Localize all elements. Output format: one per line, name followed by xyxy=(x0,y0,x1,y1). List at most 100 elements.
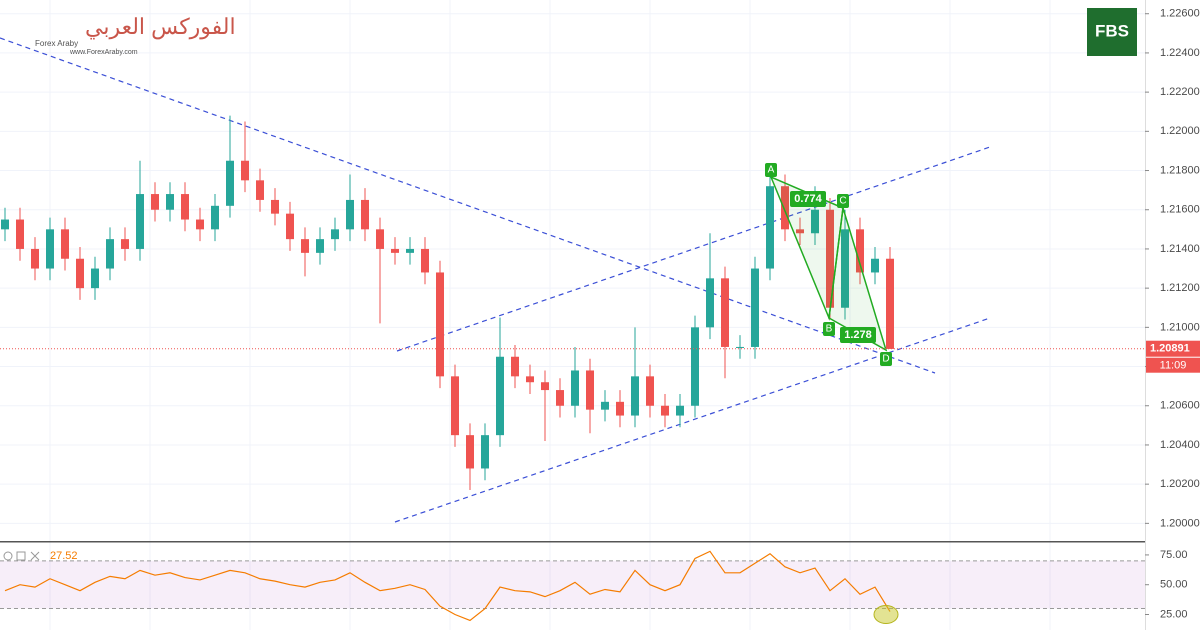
y-tick-label: 1.21200 xyxy=(1160,282,1200,294)
candle-body xyxy=(181,194,189,220)
candle-body xyxy=(856,229,864,273)
countdown: 11:09 xyxy=(1160,360,1187,372)
candle-body xyxy=(661,405,669,416)
candle-body xyxy=(526,376,534,383)
countdown-box xyxy=(1146,357,1200,373)
candle-body xyxy=(691,327,699,406)
y-tick-label: 1.20400 xyxy=(1160,439,1200,451)
candle-body xyxy=(751,268,759,347)
candle-body xyxy=(451,376,459,436)
candle-body xyxy=(676,405,684,416)
y-tick-label: 1.22000 xyxy=(1160,125,1200,137)
rsi-tick-label: 50.00 xyxy=(1160,579,1188,591)
y-tick-label: 1.21800 xyxy=(1160,164,1200,176)
icon xyxy=(16,551,26,561)
candle-body xyxy=(541,382,549,391)
candle-body xyxy=(481,435,489,469)
candle-body xyxy=(121,239,129,249)
candle-body xyxy=(736,346,744,348)
logo-box xyxy=(1087,8,1137,56)
y-tick-label: 1.21000 xyxy=(1160,321,1200,333)
candle-body xyxy=(766,186,774,269)
pattern-ratio-box xyxy=(840,327,876,343)
trend-lines xyxy=(0,37,991,523)
trend-line xyxy=(396,146,991,352)
candle-body xyxy=(466,435,474,469)
candle-body xyxy=(1,219,9,230)
candle-body xyxy=(406,248,414,253)
last-price-label: 1.20891 xyxy=(1150,343,1190,355)
candle-body xyxy=(226,160,234,206)
candle-body xyxy=(781,186,789,230)
pattern-point: C xyxy=(839,196,846,207)
candle-body xyxy=(241,160,249,181)
watermark: الفوركس العربي Forex Araby www.ForexArab… xyxy=(35,14,236,56)
candle-body xyxy=(31,248,39,269)
candle-body xyxy=(631,376,639,416)
candle-body xyxy=(436,272,444,377)
candle-body xyxy=(271,199,279,214)
last-price-box xyxy=(1146,340,1200,357)
pattern-ratio: 0.774 xyxy=(794,193,822,205)
candle-body xyxy=(211,205,219,230)
candle-body xyxy=(796,229,804,234)
pattern-point: A xyxy=(768,165,775,176)
pattern-point-box xyxy=(837,194,849,208)
y-tick-label: 1.21600 xyxy=(1160,204,1200,216)
candle-body xyxy=(811,209,819,234)
candle-body xyxy=(61,229,69,259)
candle-body xyxy=(16,219,24,249)
candle-body xyxy=(391,248,399,253)
watermark-arabic: الفوركس العربي xyxy=(85,14,236,40)
candle-body xyxy=(196,219,204,230)
pattern-point: B xyxy=(826,324,833,335)
icon xyxy=(30,551,40,561)
rsi-pane: 27.52 xyxy=(0,550,1145,625)
candle-body xyxy=(421,248,429,273)
trend-line xyxy=(0,37,936,374)
candle-body xyxy=(316,239,324,253)
candle-body xyxy=(826,209,834,308)
pattern-point-box xyxy=(880,352,892,366)
y-tick-label: 1.20200 xyxy=(1160,478,1200,490)
pattern-point-box xyxy=(765,163,777,177)
candle-body xyxy=(286,213,294,240)
candle-body xyxy=(871,258,879,273)
candle-body xyxy=(136,194,144,249)
rsi-highlight xyxy=(873,605,899,625)
candle-body xyxy=(706,278,714,328)
watermark-brand: Forex Araby xyxy=(35,39,78,48)
y-tick-label: 1.20600 xyxy=(1160,400,1200,412)
candle-body xyxy=(571,370,579,406)
candle-body xyxy=(646,376,654,406)
candle-body xyxy=(841,229,849,308)
pane-separator xyxy=(0,541,1145,543)
pattern-ratio-box xyxy=(790,191,826,207)
candle-body xyxy=(721,278,729,347)
pattern-point: D xyxy=(882,354,889,365)
candle-body xyxy=(256,180,264,200)
candle-body xyxy=(46,229,54,269)
candle-body xyxy=(106,239,114,269)
candle-body xyxy=(586,370,594,410)
candle-body xyxy=(301,239,309,253)
rsi-value: 27.52 xyxy=(50,550,78,562)
pattern-labels: A B C D 0.774 1.278 xyxy=(765,163,892,366)
trend-line xyxy=(394,317,991,523)
candle-body xyxy=(511,356,519,377)
pane-icons xyxy=(3,551,40,561)
candle-body xyxy=(601,401,609,410)
price-axis: 1.200001.202001.204001.206001.208001.210… xyxy=(1145,8,1200,620)
logo: FBS xyxy=(1095,21,1129,40)
pattern-ratio: 1.278 xyxy=(844,329,872,341)
rsi-tick-label: 25.00 xyxy=(1160,608,1188,620)
vertical-grid xyxy=(49,0,1051,630)
rsi-tick-label: 75.00 xyxy=(1160,549,1188,561)
candle-body xyxy=(331,229,339,240)
candle-body xyxy=(616,401,624,416)
candle-body xyxy=(76,258,84,289)
candle-body xyxy=(376,229,384,249)
